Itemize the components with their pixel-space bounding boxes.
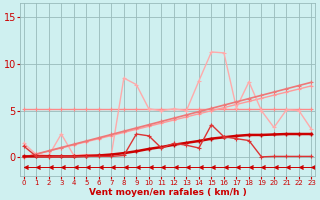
X-axis label: Vent moyen/en rafales ( km/h ): Vent moyen/en rafales ( km/h ): [89, 188, 246, 197]
